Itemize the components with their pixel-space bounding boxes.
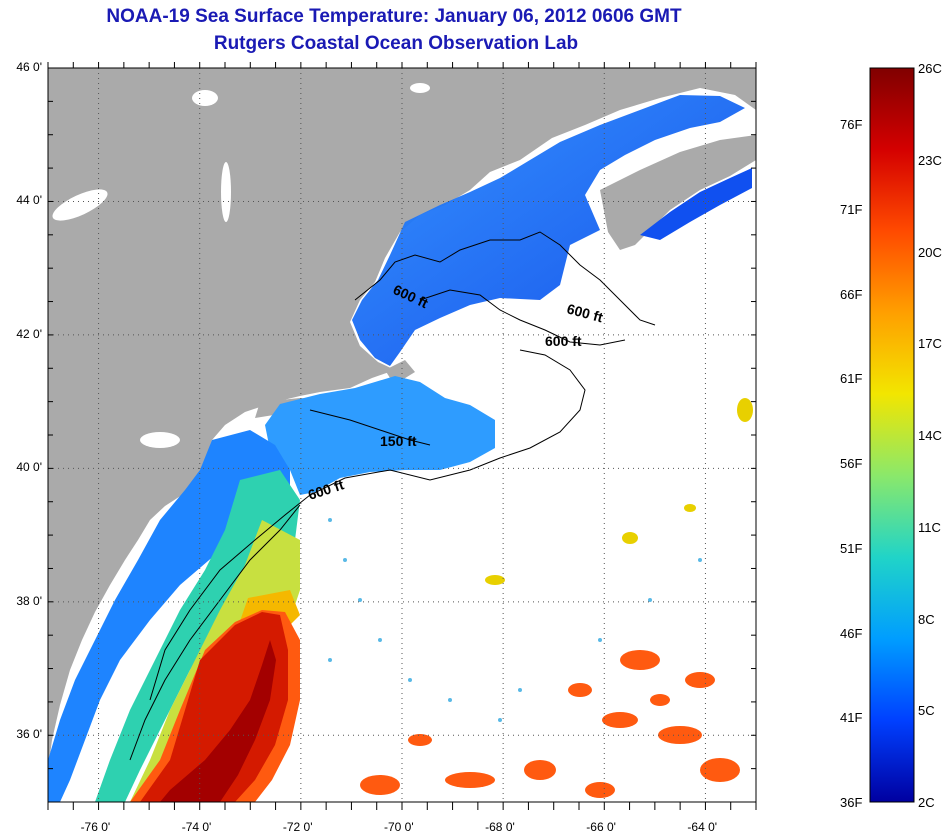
- colorbar-celsius-label: 2C: [918, 795, 935, 810]
- bathymetry-contours: [129, 231, 656, 761]
- lake-champlain: [221, 162, 231, 222]
- contour-label: 150 ft: [380, 433, 417, 449]
- colorbar-fahrenheit-label: 41F: [840, 710, 863, 726]
- lat-tick-label: 42 0': [16, 326, 42, 341]
- lake-2: [52, 189, 108, 221]
- sst-gulf-stream-hot: [160, 640, 276, 802]
- lon-tick-label: -68 0': [485, 820, 515, 834]
- colorbar-celsius-label: 26C: [918, 61, 942, 76]
- colorbar-fahrenheit-label: 36F: [840, 795, 863, 810]
- sst-yellow-patches: [485, 398, 753, 585]
- lon-tick-label: -70 0': [384, 820, 414, 834]
- lake-4: [140, 432, 180, 448]
- colorbar-fahrenheit-label: 76F: [840, 117, 863, 132]
- contour-label: 600 ft: [545, 333, 582, 349]
- colorbar-celsius-label: 11C: [918, 519, 941, 535]
- land-mainland: [48, 68, 756, 770]
- colorbar-fahrenheit-label: 51F: [840, 540, 863, 556]
- colorbar-celsius-label: 20C: [918, 244, 942, 260]
- lon-tick-label: -64 0': [687, 820, 718, 834]
- colorbar-celsius-label: 23C: [918, 152, 942, 168]
- colorbar-fahrenheit-label: 56F: [840, 456, 863, 471]
- sst-gulf-of-maine: [352, 95, 745, 366]
- colorbar-celsius-label: 17C: [918, 336, 942, 352]
- graticule: [48, 68, 756, 802]
- colorbar-celsius-label: 5C: [918, 703, 935, 719]
- lon-tick-label: -74 0': [181, 820, 212, 834]
- colorbar-fahrenheit-label: 71F: [840, 201, 863, 217]
- lat-tick-label: 36 0': [16, 727, 42, 742]
- colorbar-fahrenheit-label: 66F: [840, 286, 863, 302]
- colorbar-fahrenheit-label: 46F: [840, 625, 863, 641]
- sst-southern-new-england: [265, 376, 495, 495]
- colorbar-celsius-label: 14C: [918, 428, 942, 443]
- map-subtitle: Rutgers Coastal Ocean Observation Lab: [213, 33, 579, 54]
- colorbar-frame: [869, 67, 915, 803]
- lat-tick-label: 46 0': [16, 60, 42, 74]
- colorbar-gradient: [870, 68, 914, 802]
- sst-nova-scotia-shelf: [640, 168, 752, 240]
- lon-tick-label: -66 0': [586, 820, 616, 834]
- colorbar-fahrenheit-label: 61F: [840, 371, 863, 387]
- lat-tick-label: 38 0': [16, 593, 42, 608]
- land-cape-cod: [385, 360, 415, 380]
- colorbar-celsius-label: 8C: [918, 611, 935, 627]
- sst-gulf-stream-core: [140, 612, 288, 802]
- lat-tick-label: 44 0': [16, 193, 42, 208]
- lon-tick-label: -76 0': [80, 820, 111, 834]
- map-ticks: [47, 62, 757, 810]
- map-title: NOAA-19 Sea Surface Temperature: January…: [106, 6, 682, 27]
- lat-tick-label: 40 0': [16, 460, 42, 475]
- lon-tick-label: -72 0': [282, 820, 313, 834]
- sst-mid-atlantic-shelf-mid: [95, 470, 300, 802]
- sst-warm-eddies: [360, 650, 740, 798]
- sst-scattered-cool: [328, 518, 702, 722]
- lake-1: [192, 90, 218, 106]
- lake-3: [410, 83, 430, 93]
- land-nova-scotia: [600, 135, 756, 250]
